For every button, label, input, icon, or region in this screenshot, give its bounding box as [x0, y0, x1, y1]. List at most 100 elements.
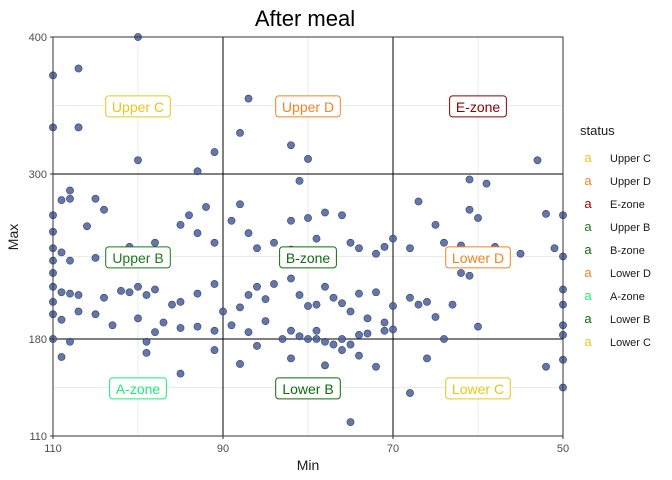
data-point — [550, 244, 559, 253]
plot-panel-border — [52, 36, 564, 437]
data-point — [372, 362, 380, 371]
data-point — [151, 238, 159, 247]
data-point — [414, 300, 423, 309]
data-point — [474, 214, 482, 222]
data-point — [312, 326, 321, 335]
data-point — [406, 293, 414, 302]
data-point — [304, 155, 312, 163]
data-point — [210, 148, 219, 156]
zone-label: Upper C — [105, 95, 171, 118]
data-point — [414, 197, 423, 206]
data-point — [210, 280, 219, 288]
data-point — [287, 141, 295, 150]
data-point — [287, 354, 295, 363]
data-point — [236, 303, 244, 312]
legend-key: a — [584, 219, 592, 234]
data-point — [74, 123, 83, 132]
data-point — [57, 288, 66, 297]
data-point — [193, 289, 202, 298]
data-point — [253, 282, 261, 291]
data-point — [423, 297, 431, 306]
data-point — [287, 326, 295, 335]
data-point — [287, 216, 295, 225]
data-point — [193, 229, 202, 238]
zone-label-text: Upper D — [282, 99, 334, 115]
data-point — [516, 249, 525, 258]
data-point — [117, 286, 125, 295]
data-point — [321, 282, 329, 291]
data-point — [542, 209, 550, 218]
zone-label: A-zone — [109, 377, 167, 400]
zone-label-text: Upper C — [112, 99, 164, 115]
legend-label: Upper B — [610, 222, 650, 234]
zone-label: B-zone — [279, 246, 337, 269]
data-point — [465, 271, 474, 280]
data-point — [193, 322, 202, 331]
data-point — [236, 128, 244, 137]
legend-title: status — [580, 123, 615, 138]
data-point — [57, 248, 66, 257]
data-point — [423, 354, 431, 363]
chart-title: After meal — [255, 6, 355, 31]
y-tick-label: 300 — [29, 169, 47, 181]
data-point — [380, 326, 389, 335]
y-axis-ticks: 400 300 180 110 — [29, 32, 53, 443]
y-axis-label: Max — [5, 224, 21, 250]
data-point — [91, 194, 100, 203]
data-point — [312, 300, 321, 309]
legend-item: a Lower B — [584, 311, 650, 326]
data-point — [193, 167, 202, 176]
data-point — [355, 330, 363, 339]
zone-label-text: A-zone — [116, 381, 161, 397]
data-point — [227, 216, 236, 225]
data-point — [134, 156, 142, 165]
data-point — [57, 353, 66, 361]
zone-label-box — [275, 95, 341, 118]
legend-label: A-zone — [610, 291, 645, 303]
data-point — [253, 342, 261, 350]
zone-label: Lower B — [275, 377, 341, 400]
data-point — [363, 329, 372, 338]
data-point — [312, 234, 321, 243]
data-point — [363, 314, 372, 323]
legend-label: Lower D — [610, 268, 651, 280]
data-point — [338, 346, 346, 354]
zone-label-box — [275, 377, 341, 400]
x-tick-label: 50 — [557, 443, 569, 455]
data-point — [406, 389, 414, 397]
data-point — [159, 318, 168, 327]
legend-label: Upper C — [610, 153, 651, 165]
data-point — [372, 249, 380, 258]
data-point — [329, 293, 338, 302]
data-point — [482, 179, 491, 188]
data-point — [202, 203, 210, 211]
zone-label: Upper B — [105, 246, 171, 269]
legend-item: a E-zone — [584, 196, 644, 211]
x-axis-label: Min — [297, 457, 320, 473]
legend-item: a Upper D — [584, 173, 651, 188]
zone-label: Lower C — [445, 377, 511, 400]
legend-item: a Lower D — [584, 265, 651, 280]
data-point — [244, 94, 253, 103]
data-point — [151, 328, 159, 337]
data-point — [125, 288, 134, 297]
data-point — [261, 295, 270, 304]
data-point — [295, 291, 304, 299]
zone-labels: Upper C Upper D E-zone Upper B B-zone Lower D… — [105, 95, 511, 400]
zone-label-text: Lower B — [282, 381, 333, 397]
zone-label-box — [105, 95, 171, 118]
zone-label-text: E-zone — [456, 99, 501, 115]
zone-label-text: Lower C — [452, 381, 504, 397]
data-point — [176, 220, 185, 229]
data-point — [338, 299, 346, 308]
legend-key: a — [584, 311, 592, 326]
data-point — [440, 335, 448, 343]
data-point — [142, 337, 151, 346]
zone-label: E-zone — [449, 95, 507, 118]
data-point — [151, 285, 159, 294]
data-point — [236, 360, 244, 368]
data-point — [304, 214, 312, 222]
data-point — [176, 297, 185, 306]
data-point — [448, 300, 457, 309]
x-tick-label: 110 — [44, 443, 62, 455]
